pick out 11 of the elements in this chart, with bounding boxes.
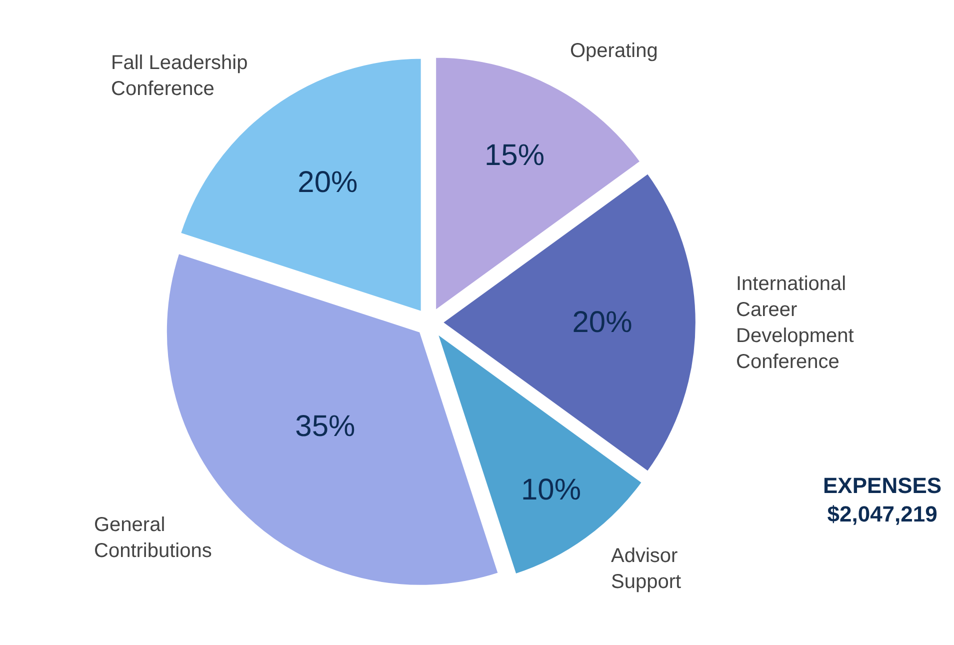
slice-label: Advisor Support <box>611 545 682 593</box>
data-label: 35% <box>295 410 356 444</box>
text: EXPENSES $2,047,219 <box>823 473 942 527</box>
data-label: 10% <box>520 474 582 507</box>
data-label: 20% <box>298 166 358 200</box>
slice-label: Fall Leadership Conference <box>111 52 248 100</box>
data-label: 20% <box>572 306 632 339</box>
slice-label: International Career Development Conference <box>736 273 854 373</box>
slice-label: General Contributions <box>94 514 212 562</box>
data-label: 15% <box>484 138 545 172</box>
slice-label: Operating <box>570 40 658 62</box>
